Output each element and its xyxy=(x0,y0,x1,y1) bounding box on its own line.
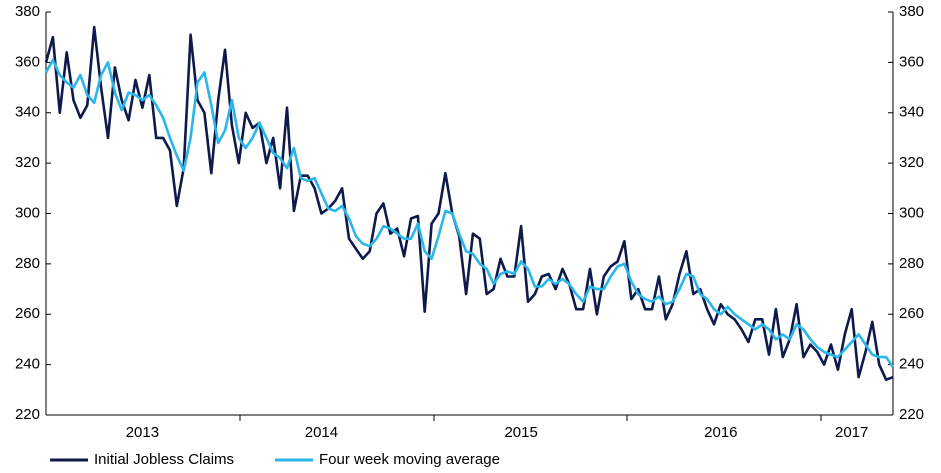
legend: Initial Jobless Claims Four week moving a… xyxy=(50,451,500,468)
y-tick-label: 360 xyxy=(15,53,40,70)
y-tick-label: 320 xyxy=(15,154,40,171)
series-line xyxy=(44,58,895,368)
y2-tick-label: 300 xyxy=(899,204,924,221)
y-tick-label: 220 xyxy=(15,406,40,423)
series-line xyxy=(44,25,894,381)
y2-tick-label: 240 xyxy=(899,356,924,373)
y2-tick-label: 360 xyxy=(899,53,924,70)
x-tick-label: 2014 xyxy=(305,424,338,441)
x-tick-label: 2017 xyxy=(835,424,868,441)
y2-tick-label: 260 xyxy=(899,305,924,322)
y2-tick-label: 280 xyxy=(899,255,924,272)
y-tick-label: 340 xyxy=(15,104,40,121)
y-tick-label: 380 xyxy=(15,3,40,20)
axes xyxy=(45,12,894,421)
y-tick-label: 260 xyxy=(15,305,40,322)
y2-tick-label: 380 xyxy=(899,3,924,20)
legend-label: Four week moving average xyxy=(319,451,500,468)
x-tick-label: 2015 xyxy=(504,424,537,441)
x-tick-label: 2016 xyxy=(704,424,737,441)
y2-tick-label: 220 xyxy=(899,406,924,423)
y2-tick-label: 320 xyxy=(899,154,924,171)
x-tick-label: 2013 xyxy=(126,424,159,441)
y-tick-label: 280 xyxy=(15,255,40,272)
legend-label: Initial Jobless Claims xyxy=(94,451,234,468)
y2-tick-label: 340 xyxy=(899,104,924,121)
y-tick-label: 240 xyxy=(15,356,40,373)
y-tick-label: 300 xyxy=(15,204,40,221)
